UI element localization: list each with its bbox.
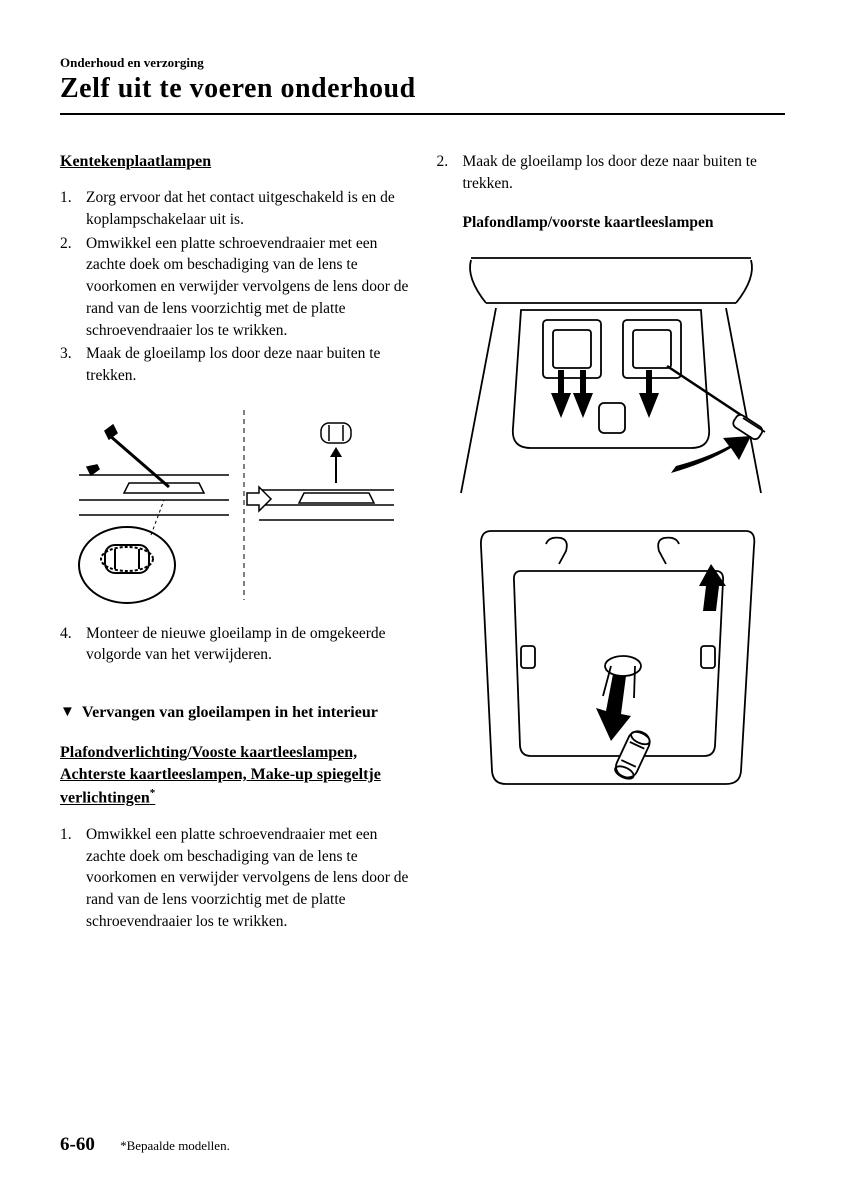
figure-overhead-console bbox=[437, 248, 786, 498]
figure-license-plate-lamp bbox=[60, 405, 409, 605]
page-number: 6-60 bbox=[60, 1134, 95, 1155]
diagram-license-plate bbox=[69, 405, 399, 605]
left-column: Kentekenplaatlampen Zorg ervoor dat het … bbox=[60, 151, 409, 950]
section-label: Onderhoud en verzorging bbox=[60, 55, 785, 71]
page-header: Onderhoud en verzorging Zelf uit te voer… bbox=[60, 55, 785, 105]
diagram-overhead-bulb bbox=[451, 516, 771, 796]
list-item: Omwikkel een platte schroevendraaier met… bbox=[60, 824, 409, 932]
instruction-list-1b: Monteer de nieuwe gloeilamp in de omgeke… bbox=[60, 623, 409, 666]
heading-plafondverlichting: Plafondverlichting/Vooste kaartleeslampe… bbox=[60, 742, 409, 811]
figure-overhead-console-removed bbox=[437, 516, 786, 796]
content-columns: Kentekenplaatlampen Zorg ervoor dat het … bbox=[60, 151, 785, 950]
heading-text: Plafondverlichting/Vooste kaartleeslampe… bbox=[60, 744, 381, 807]
page-title: Zelf uit te voeren onderhoud bbox=[60, 73, 785, 105]
instruction-list-right: Maak de gloeilamp los door deze naar bui… bbox=[437, 151, 786, 194]
footnote: *Bepaalde modellen. bbox=[120, 1138, 230, 1153]
header-divider bbox=[60, 113, 785, 115]
list-item: Monteer de nieuwe gloeilamp in de omgeke… bbox=[60, 623, 409, 666]
diagram-overhead-console bbox=[451, 248, 771, 498]
instruction-list-2: Omwikkel een platte schroevendraaier met… bbox=[60, 824, 409, 932]
heading-vervangen-interieur: Vervangen van gloeilampen in het interie… bbox=[60, 702, 409, 724]
list-item: Zorg ervoor dat het contact uitgeschakel… bbox=[60, 187, 409, 230]
right-column: Maak de gloeilamp los door deze naar bui… bbox=[437, 151, 786, 950]
list-item: Omwikkel een platte schroevendraaier met… bbox=[60, 233, 409, 341]
list-item: Maak de gloeilamp los door deze naar bui… bbox=[437, 151, 786, 194]
heading-kentekenplaatlampen: Kentekenplaatlampen bbox=[60, 151, 409, 173]
label-plafondlamp: Plafondlamp/voorste kaartleeslampen bbox=[437, 212, 786, 234]
list-item: Maak de gloeilamp los door deze naar bui… bbox=[60, 343, 409, 386]
page-footer: 6-60 *Bepaalde modellen. bbox=[60, 1134, 230, 1156]
heading-sup: * bbox=[150, 787, 156, 799]
instruction-list-1: Zorg ervoor dat het contact uitgeschakel… bbox=[60, 187, 409, 386]
